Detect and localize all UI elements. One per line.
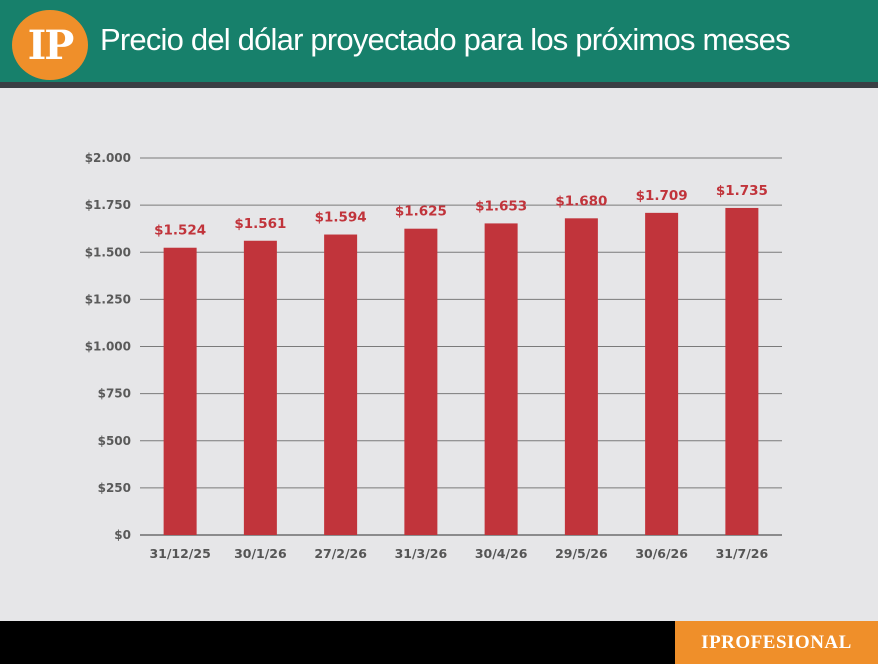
bar bbox=[484, 223, 518, 536]
bar bbox=[725, 207, 759, 535]
data-label: $1.680 bbox=[555, 193, 607, 209]
data-label: $1.735 bbox=[716, 183, 768, 199]
data-label: $1.561 bbox=[234, 216, 286, 232]
data-label: $1.594 bbox=[315, 210, 367, 226]
bar-chart: $0 $250 $500 $750 $1.000 $1.250 $1.500 $1.750 $2… bbox=[85, 151, 782, 561]
header-divider bbox=[0, 82, 878, 88]
iprofesional-brand: IPROFESIONAL bbox=[675, 621, 878, 664]
x-tick-label: 30/1/26 bbox=[234, 546, 287, 561]
y-tick-label: $2.000 bbox=[85, 151, 131, 165]
data-labels: $1.524 $1.561 $1.594 $1.625 $1.653 $1.680 $1.7… bbox=[154, 183, 768, 239]
x-tick-label: 30/6/26 bbox=[635, 546, 688, 561]
y-tick-label: $1.500 bbox=[85, 245, 131, 259]
y-tick-label: $1.000 bbox=[85, 340, 131, 354]
data-label: $1.709 bbox=[636, 188, 688, 204]
data-label: $1.653 bbox=[475, 198, 527, 214]
bar bbox=[645, 212, 679, 535]
gridlines bbox=[140, 157, 782, 536]
bar bbox=[243, 240, 277, 535]
bar bbox=[404, 228, 438, 535]
x-tick-label: 31/3/26 bbox=[395, 546, 448, 561]
bar bbox=[163, 247, 197, 535]
bar bbox=[564, 218, 598, 535]
ip-logo: IP bbox=[12, 10, 88, 80]
data-label: $1.524 bbox=[154, 223, 206, 239]
x-tick-label: 29/5/26 bbox=[555, 546, 608, 561]
chart-title: Precio del dólar proyectado para los pró… bbox=[100, 22, 791, 57]
bar bbox=[324, 234, 358, 535]
y-axis-ticks: $0 $250 $500 $750 $1.000 $1.250 $1.500 $1.750 $2… bbox=[85, 151, 131, 542]
x-tick-label: 31/7/26 bbox=[716, 546, 769, 561]
y-tick-label: $1.750 bbox=[85, 198, 131, 212]
y-tick-label: $250 bbox=[98, 481, 131, 495]
x-tick-label: 31/12/25 bbox=[149, 546, 210, 561]
y-tick-label: $750 bbox=[98, 387, 131, 401]
y-tick-label: $500 bbox=[98, 434, 131, 448]
x-axis-ticks: 31/12/25 30/1/26 27/2/26 31/3/26 30/4/26 29/5… bbox=[149, 546, 768, 561]
y-tick-label: $1.250 bbox=[85, 292, 131, 306]
x-tick-label: 27/2/26 bbox=[314, 546, 367, 561]
x-tick-label: 30/4/26 bbox=[475, 546, 528, 561]
bars bbox=[163, 207, 759, 536]
y-tick-label: $0 bbox=[114, 528, 131, 542]
data-label: $1.625 bbox=[395, 204, 447, 220]
header-bar: IP Precio del dólar proyectado para los … bbox=[0, 0, 878, 82]
